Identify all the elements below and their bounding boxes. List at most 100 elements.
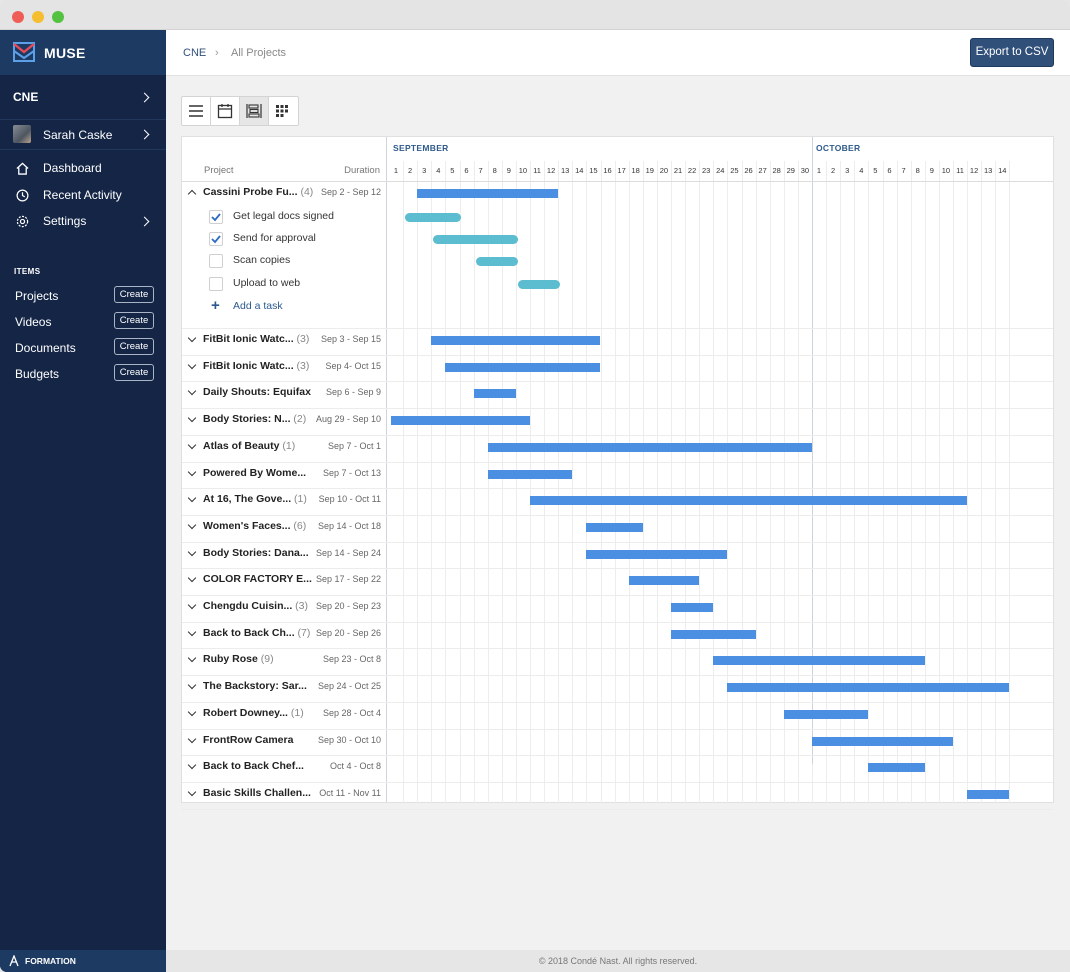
task-checkbox[interactable] — [209, 254, 223, 269]
close-window-button[interactable] — [12, 11, 24, 23]
chevron-up-icon[interactable] — [187, 189, 197, 199]
chevron-down-icon[interactable] — [187, 627, 197, 636]
day-gridline — [473, 161, 475, 804]
chevron-down-icon[interactable] — [187, 440, 197, 450]
project-row[interactable]: Ruby Rose (9) Sep 23 - Oct 8 — [182, 648, 387, 675]
brand[interactable]: MUSE — [0, 30, 166, 75]
project-bar[interactable] — [713, 656, 925, 666]
copyright-footer: © 2018 Condé Nast. All rights reserved. — [166, 950, 1070, 972]
chevron-down-icon[interactable] — [187, 547, 197, 556]
project-bar[interactable] — [586, 549, 728, 559]
project-bar[interactable] — [445, 362, 601, 372]
project-bar[interactable] — [487, 442, 812, 452]
chevron-down-icon[interactable] — [187, 760, 197, 770]
project-bar[interactable] — [487, 469, 573, 479]
user-menu[interactable]: Sarah Caske — [0, 125, 166, 145]
task-checkbox[interactable] — [209, 232, 223, 247]
task-bar[interactable] — [405, 213, 462, 222]
project-row[interactable]: At 16, The Gove... (1) Sep 10 - Oct 11 — [182, 488, 387, 515]
chevron-down-icon[interactable] — [187, 654, 197, 663]
day-gridline — [797, 161, 799, 804]
project-row[interactable]: FrontRow Camera Sep 30 - Oct 10 — [182, 729, 387, 756]
breadcrumb-org[interactable]: CNE — [183, 47, 207, 59]
project-bar[interactable] — [391, 416, 530, 426]
task-bar[interactable] — [433, 235, 518, 245]
project-row[interactable]: Back to Back Ch... (7) Sep 20 - Sep 26 — [182, 622, 387, 649]
project-bar[interactable] — [671, 629, 756, 639]
project-bar[interactable] — [530, 496, 968, 506]
project-row[interactable]: FitBit Ionic Watc... (3) Sep 3 - Sep 15 — [182, 328, 387, 355]
task-bar[interactable] — [475, 257, 518, 267]
project-row[interactable]: COLOR FACTORY E... Sep 17 - Sep 22 — [182, 568, 387, 595]
month-label: OCTOBER — [816, 143, 861, 153]
chevron-down-icon[interactable] — [187, 600, 197, 610]
project-bar[interactable] — [967, 789, 1010, 799]
chevron-down-icon[interactable] — [187, 413, 197, 423]
project-row[interactable]: The Backstory: Sar... Sep 24 - Oct 25 — [182, 675, 387, 702]
task-bar[interactable] — [517, 279, 561, 289]
chevron-down-icon[interactable] — [187, 387, 197, 396]
chevron-down-icon[interactable] — [187, 520, 197, 530]
project-row[interactable]: Robert Downey... (1) Sep 28 - Oct 4 — [182, 702, 387, 729]
project-bar[interactable] — [783, 709, 869, 719]
project-bar[interactable] — [628, 576, 700, 586]
export-csv-button[interactable]: Export to CSV — [970, 38, 1054, 67]
day-gridline — [896, 161, 898, 804]
nav-label: Recent Activity — [43, 188, 122, 202]
sidebar-item-videos[interactable]: Videos Create — [0, 312, 166, 330]
project-row[interactable]: FitBit Ionic Watc... (3) Sep 4- Oct 15 — [182, 355, 387, 382]
project-bar[interactable] — [473, 389, 516, 399]
project-row[interactable]: Back to Back Chef... Oct 4 - Oct 8 — [182, 755, 387, 782]
nav-dashboard[interactable]: Dashboard — [0, 161, 166, 177]
grid-view-button[interactable] — [269, 97, 298, 125]
org-switcher[interactable]: CNE — [0, 90, 166, 106]
list-view-button[interactable] — [182, 97, 211, 125]
project-bar[interactable] — [812, 736, 953, 746]
project-row[interactable]: Daily Shouts: Equifax Sep 6 - Sep 9 — [182, 381, 387, 408]
project-bar[interactable] — [431, 336, 601, 345]
sidebar-item-documents[interactable]: Documents Create — [0, 338, 166, 356]
maximize-window-button[interactable] — [52, 11, 64, 23]
project-row[interactable]: Chengdu Cuisin... (3) Sep 20 - Sep 23 — [182, 595, 387, 622]
gantt-view-button[interactable] — [240, 97, 269, 125]
chevron-down-icon[interactable] — [187, 680, 197, 690]
project-row[interactable]: Basic Skills Challen... Oct 11 - Nov 11 — [182, 782, 387, 809]
formation-footer[interactable]: FORMATION — [0, 950, 166, 972]
chevron-down-icon[interactable] — [187, 467, 197, 476]
chevron-down-icon[interactable] — [187, 574, 197, 583]
project-row[interactable]: Body Stories: N... (2) Aug 29 - Sep 10 — [182, 408, 387, 435]
project-row[interactable]: Women's Faces... (6) Sep 14 - Oct 18 — [182, 515, 387, 542]
gear-icon — [16, 215, 29, 228]
day-label: 30 — [800, 166, 810, 175]
chevron-down-icon[interactable] — [187, 493, 197, 503]
task-checkbox[interactable] — [209, 276, 223, 291]
create-project-button[interactable]: Create — [114, 286, 154, 303]
calendar-view-button[interactable] — [211, 97, 240, 125]
create-budget-button[interactable]: Create — [114, 364, 154, 381]
row-divider — [182, 514, 1053, 516]
chevron-down-icon[interactable] — [187, 734, 197, 743]
project-row[interactable]: Powered By Wome... Sep 7 - Oct 13 — [182, 462, 387, 489]
chevron-down-icon[interactable] — [187, 707, 197, 717]
day-label: 26 — [744, 166, 753, 175]
nav-settings[interactable]: Settings — [0, 214, 166, 230]
project-bar[interactable] — [727, 683, 1010, 693]
project-row[interactable]: Cassini Probe Fu... (4) Sep 2 - Sep 12 — [182, 181, 387, 208]
chevron-down-icon[interactable] — [187, 360, 197, 369]
day-gridline — [572, 161, 574, 804]
project-bar[interactable] — [868, 763, 925, 773]
project-bar[interactable] — [417, 189, 559, 198]
project-row[interactable]: Body Stories: Dana... Sep 14 - Sep 24 — [182, 542, 387, 569]
chevron-down-icon[interactable] — [187, 333, 197, 343]
create-document-button[interactable]: Create — [114, 338, 154, 355]
sidebar-item-projects[interactable]: Projects Create — [0, 286, 166, 304]
minimize-window-button[interactable] — [32, 11, 44, 23]
task-checkbox[interactable] — [209, 210, 223, 224]
create-video-button[interactable]: Create — [114, 312, 154, 329]
nav-recent-activity[interactable]: Recent Activity — [0, 188, 166, 204]
sidebar-item-budgets[interactable]: Budgets Create — [0, 364, 166, 382]
chevron-down-icon[interactable] — [187, 787, 197, 797]
project-row[interactable]: Atlas of Beauty (1) Sep 7 - Oct 1 — [182, 435, 387, 462]
project-bar[interactable] — [671, 603, 714, 612]
project-bar[interactable] — [586, 522, 643, 532]
